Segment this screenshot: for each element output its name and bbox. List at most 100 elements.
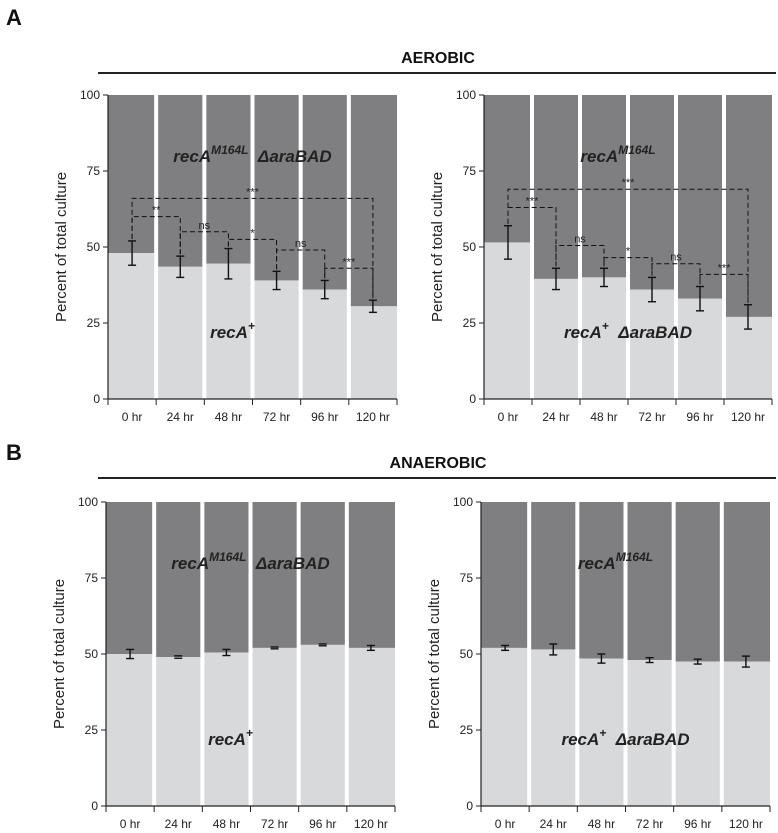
significance-label: *** xyxy=(526,195,540,207)
y-tick-label: 0 xyxy=(91,799,98,813)
x-tick-label: 120 hr xyxy=(356,410,390,424)
bar-top-segment xyxy=(302,95,347,290)
strain-label-top: recAM164L xyxy=(578,550,653,573)
y-tick-label: 100 xyxy=(456,88,476,102)
significance-label: * xyxy=(626,246,631,258)
bar-top-segment xyxy=(252,502,297,648)
x-tick-label: 72 hr xyxy=(636,817,663,831)
bar-bottom-segment xyxy=(156,657,201,806)
bar-top-segment xyxy=(158,95,203,267)
section-rule-anaerobic xyxy=(98,477,776,479)
bar-top-segment xyxy=(579,502,624,659)
bar-top-segment xyxy=(481,502,528,648)
significance-label: ns xyxy=(670,252,682,264)
strain-label-bottom: recA+ ΔaraBAD xyxy=(564,319,692,342)
strain-label-bottom: recA+ ΔaraBAD xyxy=(561,726,689,749)
significance-bracket xyxy=(179,231,229,255)
x-tick-label: 72 hr xyxy=(638,410,665,424)
chart-3: 0 hr 24 hr 48 hr 72 hr 96 hr 120 hr 0 25 50 75 100… xyxy=(51,495,396,831)
bar-bottom-segment xyxy=(723,661,770,806)
x-tick-label: 0 hr xyxy=(120,817,141,831)
x-tick-label: 96 hr xyxy=(311,410,338,424)
significance-bracket xyxy=(324,267,374,299)
bar-top-segment xyxy=(348,502,395,648)
bar-bottom-segment xyxy=(158,266,203,399)
y-axis-label: Percent of total culture xyxy=(426,579,443,729)
strain-label-bottom: recA+ xyxy=(210,319,255,342)
bar-top-segment xyxy=(106,502,153,654)
bar-top-segment xyxy=(108,95,155,254)
x-tick-label: 48 hr xyxy=(590,410,617,424)
strain-label-bottom: recA+ xyxy=(208,726,253,749)
bar-top-segment xyxy=(723,502,770,662)
bar-bottom-segment xyxy=(204,652,249,806)
bar-top-segment xyxy=(350,95,397,307)
bar-bottom-segment xyxy=(531,649,576,806)
bar-bottom-segment xyxy=(106,654,153,806)
bar-top-segment xyxy=(156,502,201,658)
bar-top-segment xyxy=(206,95,251,264)
x-tick-label: 0 hr xyxy=(495,817,516,831)
significance-bracket xyxy=(507,188,749,303)
significance-bracket xyxy=(651,263,701,285)
y-tick-label: 50 xyxy=(460,647,474,661)
significance-bracket xyxy=(699,273,749,303)
bar-bottom-segment xyxy=(484,242,530,399)
bar-bottom-segment xyxy=(108,253,155,399)
bar-top-segment xyxy=(630,95,674,290)
significance-label: *** xyxy=(246,186,260,198)
x-tick-label: 96 hr xyxy=(684,817,711,831)
chart-2: 0 hr 24 hr 48 hr 72 hr 96 hr 120 hr 0 25 50 75 100… xyxy=(429,88,773,424)
significance-label: *** xyxy=(342,256,356,268)
x-tick-label: 96 hr xyxy=(686,410,713,424)
bar-bottom-segment xyxy=(582,277,626,399)
y-tick-label: 100 xyxy=(453,495,473,509)
bar-top-segment xyxy=(675,502,720,662)
x-tick-label: 24 hr xyxy=(542,410,569,424)
x-tick-label: 48 hr xyxy=(588,817,615,831)
x-tick-label: 48 hr xyxy=(213,817,240,831)
significance-label: ns xyxy=(295,238,307,250)
y-tick-label: 75 xyxy=(87,164,101,178)
bar-bottom-segment xyxy=(254,280,299,399)
significance-label: *** xyxy=(718,262,732,274)
bar-bottom-segment xyxy=(350,306,397,399)
y-tick-label: 25 xyxy=(460,723,474,737)
bar-bottom-segment xyxy=(481,647,528,806)
bar-bottom-segment xyxy=(675,661,720,806)
bar-bottom-segment xyxy=(302,289,347,399)
x-tick-label: 96 hr xyxy=(309,817,336,831)
bar-bottom-segment xyxy=(300,644,345,806)
significance-bracket xyxy=(555,244,605,267)
significance-label: * xyxy=(250,227,255,239)
x-tick-label: 24 hr xyxy=(540,817,567,831)
significance-label: ** xyxy=(152,205,161,217)
bar-bottom-segment xyxy=(206,263,251,399)
strain-label-top: recAM164L ΔaraBAD xyxy=(171,550,329,573)
bar-bottom-segment xyxy=(726,316,772,399)
y-axis-label: Percent of total culture xyxy=(53,172,70,322)
y-tick-label: 100 xyxy=(80,88,100,102)
x-tick-label: 120 hr xyxy=(354,817,388,831)
y-axis-label: Percent of total culture xyxy=(51,579,68,729)
y-tick-label: 50 xyxy=(87,240,101,254)
x-tick-label: 48 hr xyxy=(215,410,242,424)
bar-top-segment xyxy=(300,502,345,645)
bar-top-segment xyxy=(204,502,249,653)
bar-bottom-segment xyxy=(348,647,395,806)
significance-bracket xyxy=(227,238,278,270)
significance-label: ns xyxy=(574,233,586,245)
significance-bracket xyxy=(131,197,374,299)
y-tick-label: 50 xyxy=(463,240,477,254)
bar-top-segment xyxy=(484,95,530,243)
x-tick-label: 120 hr xyxy=(731,410,765,424)
bar-bottom-segment xyxy=(579,658,624,806)
y-axis-label: Percent of total culture xyxy=(429,172,446,322)
bar-bottom-segment xyxy=(630,289,674,399)
bar-bottom-segment xyxy=(534,278,578,399)
x-tick-label: 0 hr xyxy=(498,410,519,424)
y-tick-label: 75 xyxy=(463,164,477,178)
bar-top-segment xyxy=(582,95,626,278)
y-tick-label: 0 xyxy=(469,392,476,406)
